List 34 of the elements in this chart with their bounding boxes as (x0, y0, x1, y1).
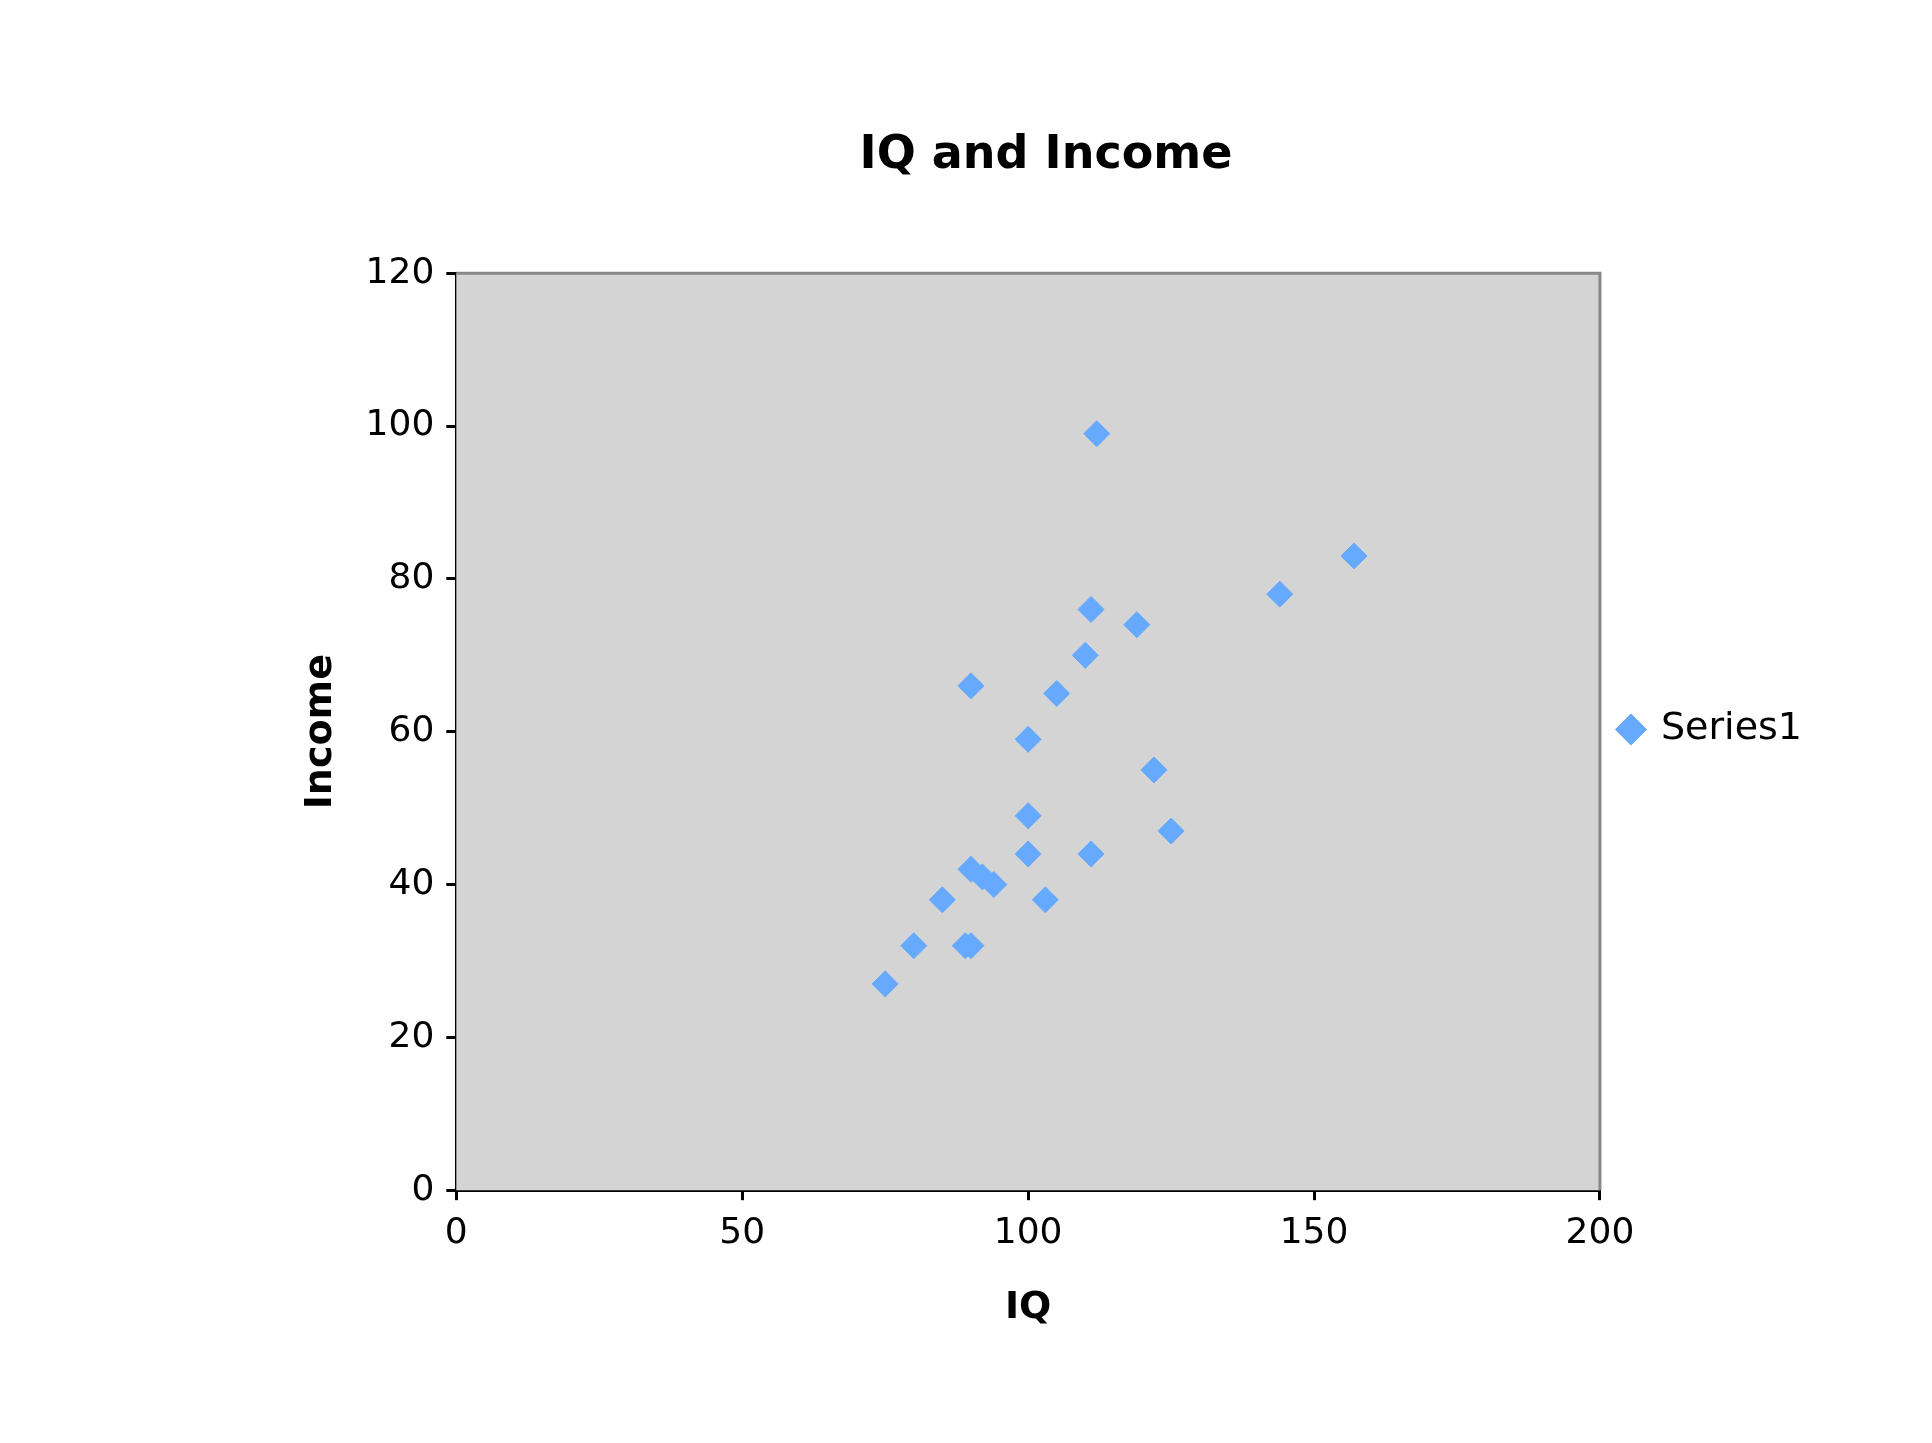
point (1123, 611, 1151, 639)
x-tick-label: 0 (444, 1210, 468, 1252)
y-tick-label: 40 (388, 860, 435, 902)
point (1071, 641, 1099, 669)
x-tick-label: 200 (1565, 1210, 1635, 1252)
point (1014, 802, 1042, 830)
point (1031, 886, 1059, 914)
point (1014, 840, 1042, 868)
point (871, 970, 899, 998)
y-tick-label: 60 (388, 708, 435, 750)
chart-title: IQ and Income (859, 124, 1233, 179)
y-tick-label: 0 (411, 1166, 435, 1208)
y-tick-label: 20 (388, 1013, 435, 1055)
point (1083, 420, 1111, 448)
point (1077, 840, 1105, 868)
point (1340, 542, 1368, 570)
y-tick-label: 100 (365, 402, 435, 444)
point (1157, 817, 1185, 845)
x-axis-title: IQ (1004, 1283, 1052, 1328)
point (1266, 580, 1294, 608)
point (1077, 595, 1105, 623)
x-tick-label: 100 (993, 1210, 1063, 1252)
y-tick-label: 120 (365, 249, 435, 291)
point (1140, 756, 1168, 784)
point (928, 886, 956, 914)
point (1043, 679, 1071, 707)
x-tick-label: 50 (719, 1210, 766, 1252)
x-tick-label: 150 (1279, 1210, 1349, 1252)
point (1014, 725, 1042, 753)
point (900, 932, 928, 960)
point (957, 672, 985, 700)
y-tick-label: 80 (388, 555, 435, 597)
legend-label: Series1 (1660, 704, 1803, 749)
y-axis-title: Income (295, 654, 340, 810)
